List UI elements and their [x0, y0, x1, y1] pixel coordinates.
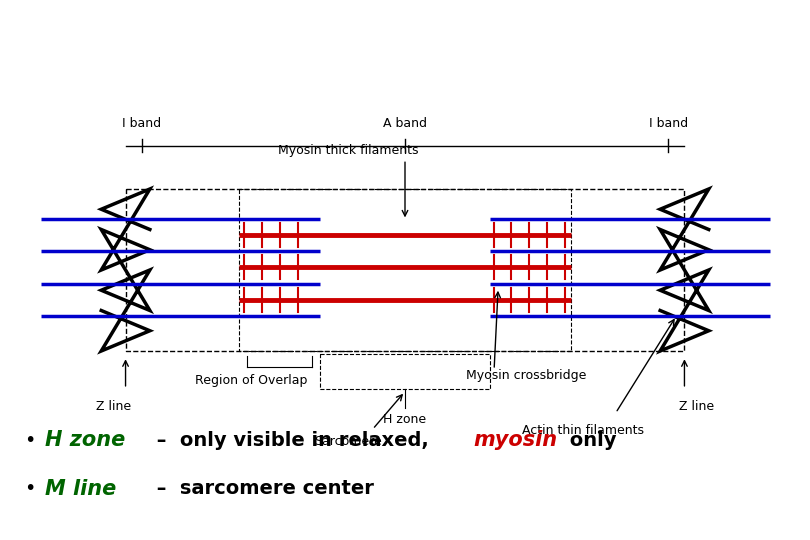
Text: •: • [24, 430, 36, 450]
Text: Sarcomere: Sarcomere [314, 435, 382, 448]
Text: I band: I band [122, 117, 161, 130]
Text: I band: I band [649, 117, 688, 130]
Text: myosin: myosin [474, 430, 558, 450]
Text: Z line: Z line [96, 400, 131, 413]
Text: –  sarcomere center: – sarcomere center [150, 479, 373, 498]
Text: A band: A band [383, 117, 427, 130]
Text: Myosin thick filaments: Myosin thick filaments [278, 144, 419, 157]
Text: •: • [24, 479, 36, 498]
Text: Z line: Z line [679, 400, 714, 413]
Text: –  only visible in relaxed,: – only visible in relaxed, [150, 430, 435, 450]
Text: only: only [563, 430, 616, 450]
Text: H zone: H zone [45, 430, 125, 450]
Text: Region of Overlap: Region of Overlap [195, 374, 307, 387]
Text: M line: M line [45, 478, 116, 499]
Text: Myosin crossbridge: Myosin crossbridge [467, 369, 586, 382]
Text: H zone: H zone [383, 413, 427, 426]
Text: Actin thin filaments: Actin thin filaments [522, 424, 644, 437]
